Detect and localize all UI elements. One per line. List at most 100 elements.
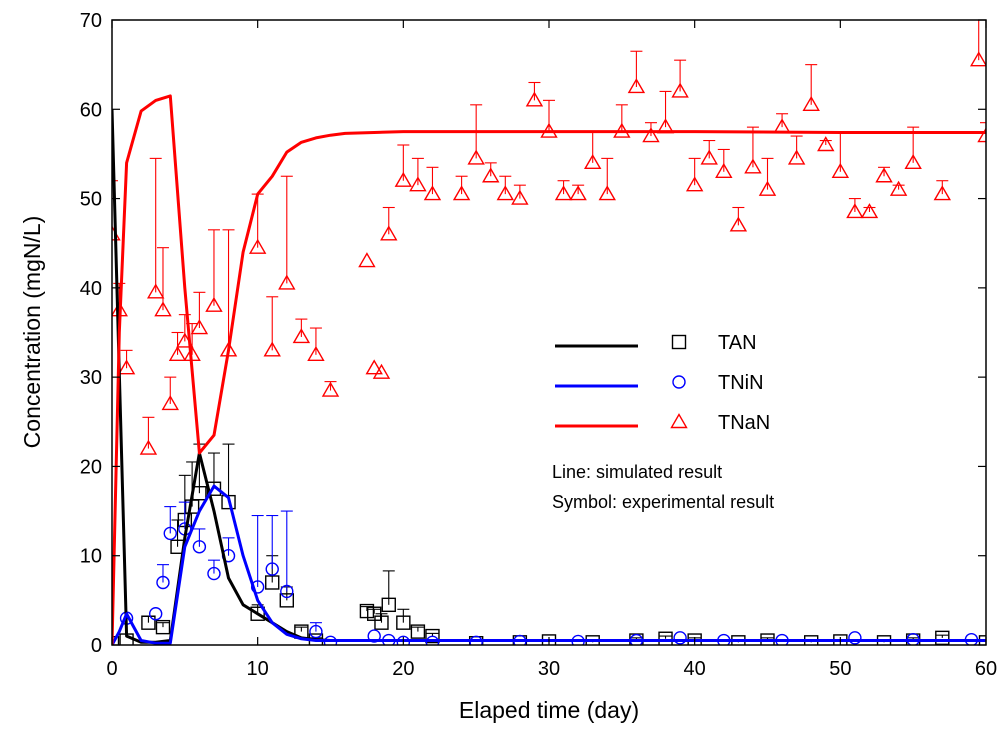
tnan-point	[685, 176, 704, 192]
tnan-point	[671, 82, 689, 98]
tnan-point	[248, 238, 267, 254]
tnan-point	[787, 149, 806, 165]
tan-point	[804, 635, 819, 645]
tan-point	[112, 636, 120, 645]
note-symbol-experimental: Symbol: experimental result	[552, 492, 774, 512]
tnin-point	[280, 584, 294, 599]
y-tick-label: 20	[80, 456, 102, 478]
tan-point	[155, 619, 171, 635]
legend-marker-tan	[671, 334, 687, 350]
tnan-point	[161, 395, 179, 411]
tan-point	[876, 635, 892, 645]
y-tick-label: 70	[80, 10, 102, 32]
tnan-point	[598, 185, 616, 201]
tnan-point	[307, 345, 325, 362]
tnin-point	[250, 580, 265, 594]
tnan-point	[627, 78, 646, 94]
tan-point	[410, 624, 426, 639]
tnan-point	[977, 127, 986, 143]
tnan-point	[642, 127, 660, 143]
tnan-point	[554, 185, 573, 201]
y-tick-label: 60	[80, 99, 102, 121]
tnin-point	[396, 635, 411, 645]
tnan-point	[496, 185, 515, 201]
tnan-point	[569, 185, 587, 201]
tnan-point	[117, 359, 136, 375]
y-tick-label: 40	[80, 278, 102, 300]
tan-point	[381, 597, 396, 613]
tnan-point	[146, 283, 165, 299]
legend-marker-tnin	[672, 375, 686, 389]
legend-label-tnin: TNiN	[718, 372, 764, 394]
tan-point	[221, 494, 236, 510]
tnin-point	[848, 631, 862, 645]
tnin-point	[265, 562, 279, 576]
tnan-point	[154, 301, 172, 317]
tnan-point	[700, 149, 718, 165]
y-axis-label: Concentration (mgN/L)	[19, 216, 45, 449]
y-tick-label: 50	[80, 189, 102, 211]
tan-point	[265, 575, 280, 590]
ticks-layer: 0 10 20 30 40 50 60 0 10 20 30 40 50 60 70	[80, 10, 997, 680]
tnin-point	[469, 635, 483, 645]
tnan-point	[846, 203, 864, 219]
tnan-point	[970, 51, 986, 67]
tan-point	[425, 628, 440, 644]
tan-point	[585, 635, 600, 645]
tan-point	[367, 606, 382, 621]
tnan-point	[190, 319, 209, 335]
tnan-point	[525, 91, 544, 107]
tnan-point	[583, 153, 602, 170]
x-tick-label: 30	[538, 658, 560, 680]
tnin-point	[309, 624, 323, 639]
tan-simulated-line	[112, 109, 986, 644]
tnan-point	[860, 203, 879, 219]
tnin-point	[323, 635, 338, 645]
tnin-point	[192, 540, 207, 554]
tnan-point	[482, 167, 500, 183]
tnan-point	[452, 185, 471, 201]
tnan-point	[205, 296, 223, 312]
x-tick-label: 20	[392, 658, 414, 680]
tan-point	[250, 606, 265, 621]
tnan-point	[889, 180, 908, 196]
tnan-point	[168, 345, 187, 362]
tan-point	[374, 615, 389, 630]
legend-label-tnan: TNaN	[718, 412, 770, 434]
note-line-simulated: Line: simulated result	[552, 462, 722, 482]
y-tick-label: 30	[80, 367, 102, 389]
tnan-point	[358, 252, 376, 268]
x-tick-label: 50	[829, 658, 851, 680]
tnin-point	[207, 566, 221, 581]
tnin-point	[163, 526, 177, 541]
series-layer	[112, 20, 986, 645]
tnan-point	[423, 185, 442, 201]
legend-marker-tnan	[670, 413, 688, 429]
tnin-point	[425, 635, 440, 645]
x-tick-label: 40	[684, 658, 706, 680]
tnan-point	[139, 439, 158, 455]
legend-label-tan: TAN	[718, 332, 757, 354]
tnan-point	[321, 381, 340, 397]
tnan-point	[904, 153, 922, 170]
tnan-point	[758, 180, 777, 196]
tnin-point	[148, 607, 163, 621]
tnan-point	[875, 167, 893, 183]
x-tick-label: 0	[106, 658, 117, 680]
tnan-point	[802, 95, 820, 112]
tan-point	[978, 635, 986, 645]
tnan-point	[365, 359, 383, 375]
y-tick-label: 10	[80, 546, 102, 568]
tnan-point	[933, 185, 952, 201]
x-tick-label: 10	[247, 658, 269, 680]
tnin-point	[367, 629, 381, 643]
tnan-point	[394, 171, 413, 187]
tan-point	[396, 615, 411, 630]
tnan-point	[715, 162, 733, 178]
tan-point	[279, 593, 294, 608]
tnan-point	[372, 363, 391, 379]
tnan-point	[831, 162, 850, 178]
tan-point	[141, 615, 156, 630]
legend: TAN TNiN TNaN	[555, 332, 770, 434]
